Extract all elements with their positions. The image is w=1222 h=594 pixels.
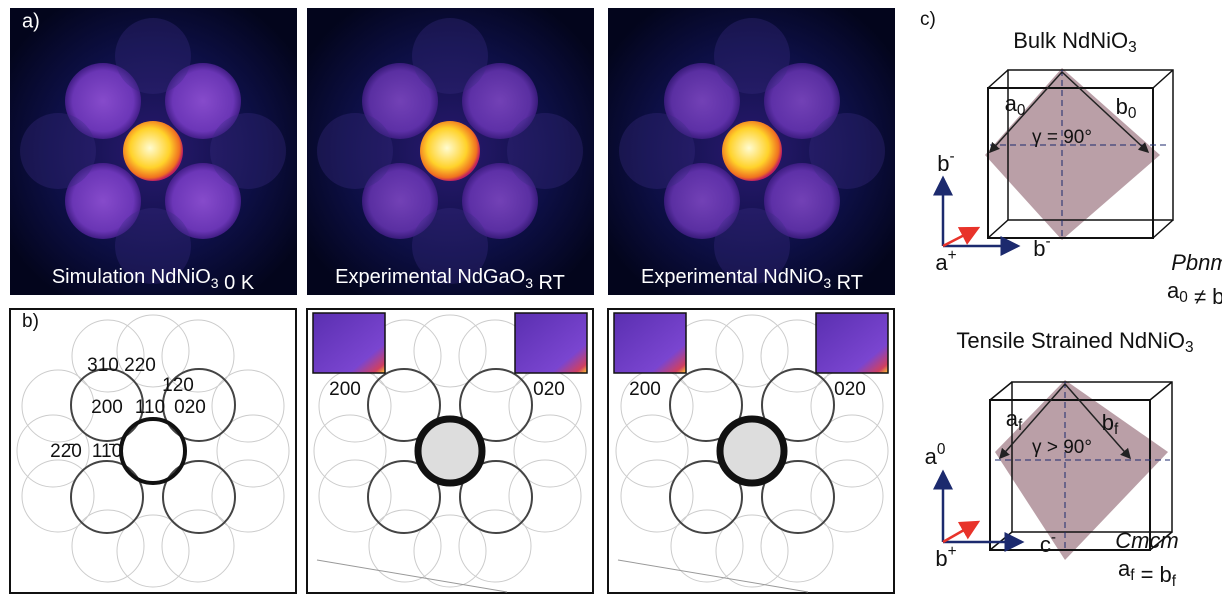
lattice-relation-part: = b (1134, 562, 1171, 587)
faint-lobe (20, 113, 96, 189)
lattice-b: b0 (1116, 94, 1137, 122)
lattice-relation-part: a (1118, 556, 1131, 581)
lattice-b-sub: 0 (1128, 105, 1137, 122)
cell-title: Tensile Strained NdNiO3 (956, 328, 1193, 356)
lattice-b: bf (1102, 410, 1119, 438)
axis-label-sup: - (950, 148, 955, 165)
image-caption-part: Experimental NdNiO (641, 266, 823, 288)
lattice-b-part: b (1116, 94, 1128, 119)
lattice-a: af (1006, 406, 1023, 434)
reflection-index: 110 (135, 397, 165, 418)
inset-image (515, 313, 587, 373)
inset-label: 020 (834, 379, 866, 400)
axis-label-part: b (935, 546, 947, 571)
reflection-index: 22̄0 (50, 441, 82, 462)
faint-lobe (619, 113, 695, 189)
lattice-a-part: a (1006, 406, 1019, 431)
axis-label-sup: + (948, 543, 957, 560)
cell-title-sub: 3 (1128, 39, 1137, 56)
lattice-relation-part: ≠ b (1188, 284, 1222, 309)
axis-label: b- (1033, 233, 1050, 261)
cell-title: Bulk NdNiO3 (1013, 28, 1136, 56)
axis-label-sup: + (948, 247, 957, 264)
central-disk (420, 121, 480, 181)
axis-label: a0 (925, 441, 946, 469)
reflection-index: 310 (87, 355, 119, 376)
panel-label: b) (22, 311, 39, 332)
pattern-image (608, 8, 895, 295)
axis-label-part: b (1033, 236, 1045, 261)
reflection-index: 220 (124, 355, 156, 376)
lattice-relation-sub: 0 (1179, 289, 1188, 306)
faint-lobe (714, 18, 790, 94)
axis-label-sup: - (1051, 529, 1056, 546)
axis-label-part: c (1040, 532, 1051, 557)
image-caption-part: RT (533, 272, 565, 294)
cell-title-sub: 3 (1185, 339, 1194, 356)
faint-lobe (317, 113, 393, 189)
angle-label: γ > 90° (1032, 437, 1092, 458)
strained-axes (943, 472, 1022, 542)
cbed-image (608, 309, 894, 593)
reflection-index: 200 (91, 397, 123, 418)
central-ring (418, 419, 482, 483)
lattice-relation-sub: f (1172, 573, 1177, 590)
inset-label: 020 (533, 379, 565, 400)
inset-image (313, 313, 385, 373)
space-group: Cmcm (1115, 528, 1179, 553)
lattice-relation: af = bf (1118, 556, 1177, 590)
image-caption-part: RT (831, 272, 863, 294)
image-caption-sub: 3 (211, 275, 219, 291)
image-caption-part: Simulation NdNiO (52, 266, 211, 288)
inset-image (816, 313, 888, 373)
lattice-b-part: b (1102, 410, 1114, 435)
axis-label: c- (1040, 529, 1056, 557)
axis-label-sup: 0 (937, 441, 946, 458)
axis-label: a+ (935, 247, 956, 275)
axis-label-part: a (935, 250, 948, 275)
cbed-image (307, 309, 593, 593)
space-group: Pbnm (1171, 250, 1222, 275)
lattice-a-sub: f (1018, 417, 1023, 434)
reflection-index: 120 (162, 375, 194, 396)
central-disk (722, 121, 782, 181)
reflection-index: 020 (174, 397, 206, 418)
pattern-image (307, 8, 594, 295)
angle-label: γ = 90° (1032, 127, 1092, 148)
axis-label-sup: - (1046, 233, 1051, 250)
lattice-relation-part: a (1167, 278, 1180, 303)
pattern-image (10, 8, 297, 295)
faint-lobe (210, 113, 286, 189)
image-caption-part: 0 K (219, 272, 255, 294)
inset-image (614, 313, 686, 373)
bulk-axes (943, 178, 1018, 246)
image-caption-sub: 3 (525, 275, 533, 291)
inset-label: 200 (329, 379, 361, 400)
diffraction-images (10, 8, 895, 593)
faint-lobe (412, 18, 488, 94)
lattice-a-sub: 0 (1017, 102, 1026, 119)
faint-lobe (507, 113, 583, 189)
panel-label: c) (920, 9, 936, 30)
lattice-relation: a0 ≠ b0 (1167, 278, 1222, 312)
figure: a)b)c)Simulation NdNiO3 0 KExperimental … (0, 0, 1222, 594)
lattice-a: a0 (1005, 91, 1026, 119)
central-ring (720, 419, 784, 483)
image-caption-part: Experimental NdGaO (335, 266, 525, 288)
axis-label: b- (937, 148, 954, 176)
inset-label: 200 (629, 379, 661, 400)
axis-label: b+ (935, 543, 956, 571)
image-caption-sub: 3 (823, 275, 831, 291)
reflection-index: 11̄0 (92, 441, 122, 462)
panel-label: a) (22, 10, 40, 32)
cell-title-part: Bulk NdNiO (1013, 28, 1128, 53)
lattice-b-sub: f (1114, 421, 1119, 438)
axis-label-part: b (937, 151, 949, 176)
axis-label-part: a (925, 444, 938, 469)
faint-lobe (809, 113, 885, 189)
cell-title-part: Tensile Strained NdNiO (956, 328, 1185, 353)
central-disk (123, 121, 183, 181)
faint-lobe (115, 18, 191, 94)
lattice-a-part: a (1005, 91, 1018, 116)
